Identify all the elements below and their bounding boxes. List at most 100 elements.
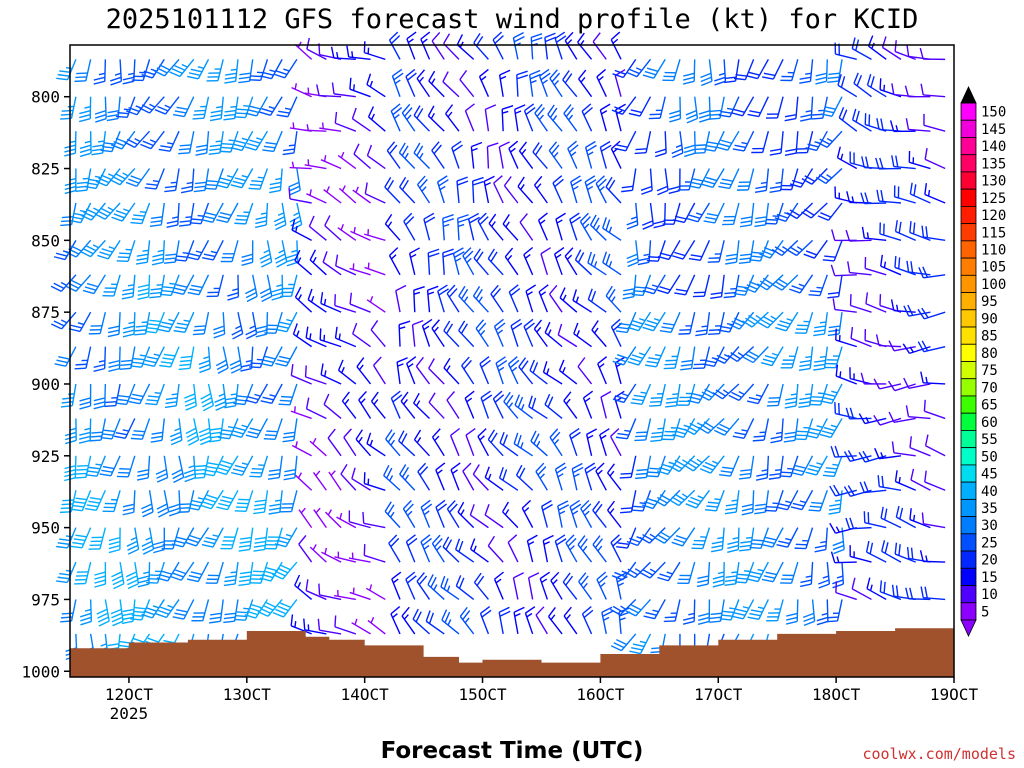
barb-full [192, 117, 204, 120]
wind-barb [764, 202, 784, 225]
barb-full [612, 398, 625, 404]
barb-full [629, 650, 641, 655]
barb-full [113, 140, 125, 147]
barb-full [570, 175, 581, 183]
wind-barb [334, 551, 356, 563]
barb-full [193, 189, 206, 193]
barb-full [849, 517, 855, 529]
barb-full [112, 620, 124, 627]
wind-barb [119, 346, 136, 370]
barb-full [464, 250, 474, 260]
wind-barb [102, 274, 121, 297]
wind-barb [498, 467, 519, 491]
barb-half [639, 317, 646, 322]
barb-full [443, 33, 451, 44]
barb-full [833, 548, 845, 555]
barb-full [464, 390, 475, 399]
wind-barb [562, 70, 578, 98]
wind-barb [146, 561, 165, 584]
barb-full [122, 80, 134, 85]
barb-half [463, 296, 469, 303]
barb-full [190, 218, 203, 221]
barb-full [547, 396, 554, 408]
colorbar-label: 90 [981, 311, 998, 327]
wind-barb [487, 248, 504, 276]
wind-barb [849, 545, 872, 563]
barb-full [262, 604, 274, 611]
barb-full [485, 104, 497, 111]
wind-barb [234, 202, 254, 225]
barb-full [741, 511, 753, 516]
wind-barb [757, 311, 784, 329]
barb-full [728, 394, 740, 402]
wind-barb [771, 274, 799, 291]
wind-barb [304, 159, 327, 170]
barb-full [93, 80, 105, 85]
wind-barb [74, 455, 92, 479]
barb-full [819, 433, 832, 439]
wind-barb [584, 175, 597, 204]
wind-barb [170, 561, 195, 581]
barb-full [657, 289, 669, 295]
y-tick-label: 950 [31, 519, 60, 538]
barb-full [899, 507, 904, 520]
colorbar-segment [960, 430, 977, 449]
barb-half [760, 181, 768, 185]
barb-half [369, 80, 373, 88]
barb-full [187, 538, 199, 544]
wind-barb [626, 240, 639, 268]
barb-half [172, 216, 179, 219]
barb-full [135, 261, 148, 265]
barb-full [340, 464, 348, 475]
wind-barb [888, 340, 916, 352]
wind-barb [811, 96, 828, 120]
barb-full [629, 323, 641, 328]
wind-barb [249, 455, 269, 478]
barb-full [721, 614, 733, 617]
wind-barb [780, 561, 799, 584]
wind-barb [187, 274, 210, 296]
barb-full [669, 110, 681, 115]
x-tick-label: 16OCT [576, 685, 625, 704]
barb-full [298, 534, 307, 545]
wind-barb [747, 599, 769, 620]
barb-full [820, 400, 832, 405]
barb-half [819, 355, 827, 358]
wind-barb [171, 527, 195, 548]
barb-full [565, 575, 574, 586]
barb-full [745, 317, 756, 325]
wind-barb [423, 212, 436, 241]
barb-full [735, 73, 747, 77]
wind-barb [450, 462, 461, 491]
wind-barb [584, 140, 597, 169]
barb-full [102, 433, 114, 436]
barb-full [294, 574, 301, 586]
wind-barb [760, 346, 784, 367]
barb-full [621, 189, 633, 193]
wind-barb [827, 312, 843, 337]
barb-half [108, 246, 115, 250]
barb-full [544, 32, 556, 39]
barb-full [673, 219, 685, 224]
wind-barb [769, 168, 784, 193]
barb-full [894, 40, 897, 52]
barb-staff [442, 81, 460, 98]
wind-barb [523, 318, 535, 347]
barb-full [254, 224, 267, 229]
y-tick-label: 800 [31, 88, 60, 107]
barb-full [549, 428, 559, 438]
wind-barb [421, 318, 433, 347]
barb-half [254, 393, 261, 397]
wind-barb [719, 455, 740, 477]
barb-full [234, 426, 246, 432]
barb-half [909, 346, 914, 353]
barb-full [749, 612, 761, 617]
barb-full [288, 187, 291, 200]
x-axis-label: Forecast Time (UTC) [381, 738, 644, 764]
barb-full [709, 620, 721, 624]
barb-full [210, 427, 222, 431]
barb-full [215, 359, 227, 367]
barb-full [115, 431, 128, 436]
barb-full [207, 462, 220, 466]
wind-barb [470, 141, 483, 169]
